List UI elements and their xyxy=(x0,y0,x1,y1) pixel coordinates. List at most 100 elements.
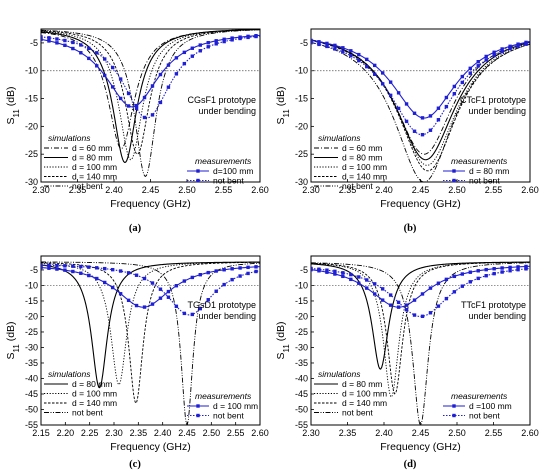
y-tick-label: -5 xyxy=(30,38,38,48)
measurement-point xyxy=(476,276,480,281)
x-tick-label: 2.40 xyxy=(375,185,393,195)
measurement-point xyxy=(428,311,433,315)
measurement-point xyxy=(174,56,179,60)
measurement-point xyxy=(492,267,496,271)
measurement-point xyxy=(103,73,107,78)
measurement-point xyxy=(71,46,75,51)
measurement-point xyxy=(79,43,83,47)
measurement-point xyxy=(118,77,123,81)
x-tick-label: 2.40 xyxy=(375,428,393,438)
simulation-legend-label: d = 140 mm xyxy=(342,398,387,408)
measurement-point xyxy=(428,114,433,118)
measurement-point xyxy=(508,46,512,51)
prototype-annotation: under bending xyxy=(198,311,256,321)
x-tick-label: 2.45 xyxy=(412,428,430,438)
y-tick-label: -25 xyxy=(25,149,38,159)
y-tick-label: -5 xyxy=(300,265,308,275)
y-tick-label: -45 xyxy=(25,389,38,399)
y-tick-label: -45 xyxy=(295,389,308,399)
y-tick-label: -25 xyxy=(295,327,308,337)
curves xyxy=(311,261,530,425)
measurement-point xyxy=(71,269,75,274)
measurement-point xyxy=(47,266,51,270)
y-tick-label: -55 xyxy=(25,420,38,430)
measurements-legend-title: measurements xyxy=(451,391,508,401)
measurement-point xyxy=(47,39,51,43)
measurement-point xyxy=(71,40,75,45)
measurement-point xyxy=(79,264,83,269)
x-tick-label: 2.55 xyxy=(485,185,503,195)
measurement-point xyxy=(103,280,107,285)
prototype-annotation: CGsF1 prototype xyxy=(187,95,256,105)
x-tick-label: 2.50 xyxy=(448,428,466,438)
measurement-point xyxy=(134,103,139,108)
panel-label: (a) xyxy=(129,223,142,234)
measurement-point xyxy=(428,128,433,132)
measurement-point xyxy=(238,266,242,270)
measurement-point xyxy=(41,35,43,39)
measurement-point xyxy=(95,276,99,281)
measurement-point xyxy=(365,286,369,290)
simulation-legend-label: d = 80 mm xyxy=(342,379,382,389)
simulation-series xyxy=(311,41,530,182)
measurement-point xyxy=(333,47,337,51)
measurement-point xyxy=(79,51,83,55)
measurement-point xyxy=(349,272,353,277)
measurement-point xyxy=(341,50,345,54)
measurement-series xyxy=(311,267,530,318)
measurement-point xyxy=(500,270,504,274)
measurement-point xyxy=(41,265,43,270)
prototype-annotation: under bending xyxy=(468,106,526,116)
measurement-point xyxy=(333,43,337,48)
measurement-point xyxy=(412,313,417,317)
measurements-legend-title: measurements xyxy=(451,156,508,166)
measurement-legend-marker xyxy=(196,169,200,173)
simulation-legend-label: d = 140 mm xyxy=(342,172,387,182)
measurement-point xyxy=(380,287,385,291)
measurement-point xyxy=(333,269,337,274)
measurement-point xyxy=(460,74,465,79)
measurement-point xyxy=(436,118,441,122)
measurement-point xyxy=(373,292,377,296)
measurement-point xyxy=(182,311,187,316)
simulation-legend-label: d = 140 mm xyxy=(72,172,117,182)
measurement-legend-label: d = 80 mm xyxy=(469,166,509,176)
measurement-point xyxy=(436,281,441,285)
measurement-legend-marker xyxy=(452,178,456,183)
x-tick-label: 2.35 xyxy=(339,185,357,195)
measurement-point xyxy=(182,50,187,55)
measurement-point xyxy=(158,100,163,105)
measurement-point xyxy=(380,298,385,302)
measurement-point xyxy=(524,42,528,46)
x-tick-label: 2.35 xyxy=(339,428,357,438)
measurement-point xyxy=(95,266,99,270)
measurement-point xyxy=(118,292,123,296)
measurement-point xyxy=(254,265,258,269)
measurement-point xyxy=(484,267,488,272)
simulation-series xyxy=(41,29,260,155)
measurement-point xyxy=(452,290,457,294)
x-tick-label: 2.40 xyxy=(154,428,172,438)
measurement-point xyxy=(508,44,512,49)
measurement-point xyxy=(118,96,123,101)
measurement-point xyxy=(142,305,147,309)
measurement-point xyxy=(388,93,393,98)
measurement-point xyxy=(404,119,409,124)
measurements-legend-title: measurements xyxy=(195,156,252,166)
y-tick-label: -25 xyxy=(295,149,308,159)
measurement-point xyxy=(452,84,457,89)
measurement-point xyxy=(254,269,258,274)
measurement-point xyxy=(436,304,441,308)
x-tick-label: 2.30 xyxy=(32,185,50,195)
measurement-point xyxy=(404,307,409,312)
measurement-point xyxy=(126,104,131,108)
simulation-legend-label: not bent xyxy=(72,181,103,191)
y-tick-label: -20 xyxy=(295,311,308,321)
measurement-legend-label: d = 100 mm xyxy=(213,401,258,411)
x-tick-label: 2.55 xyxy=(485,428,503,438)
simulations-legend-title: simulations xyxy=(48,369,91,379)
x-tick-label: 2.30 xyxy=(302,185,320,195)
y-tick-label: -20 xyxy=(25,121,38,131)
measurement-legend-marker xyxy=(196,404,200,408)
y-tick-label: -5 xyxy=(30,265,38,275)
